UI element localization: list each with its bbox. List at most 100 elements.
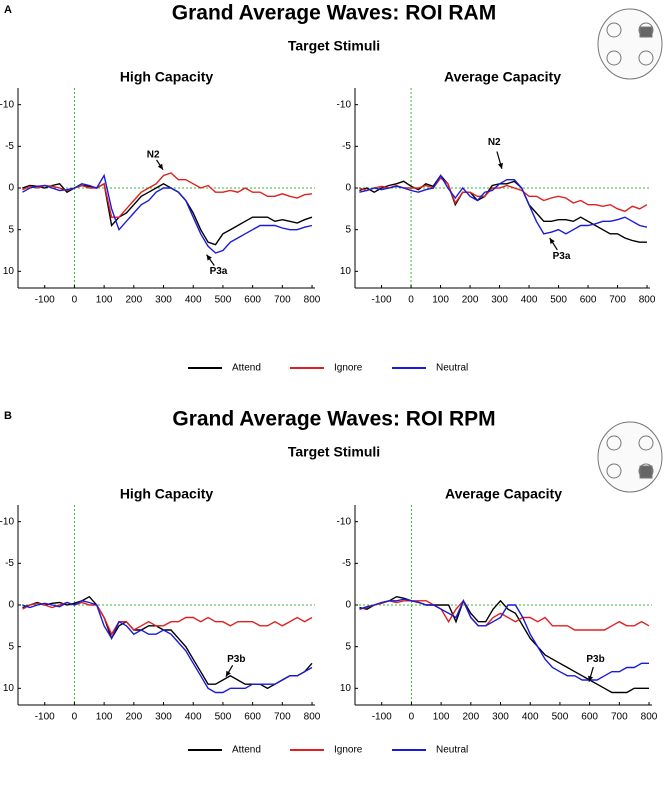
x-tick-label: 100 [96,295,113,306]
panel-subtitle: Target Stimuli [288,38,380,54]
y-tick-label: 0 [8,183,14,194]
series-line [22,600,313,694]
x-tick-label: 400 [522,712,539,723]
arrow-head [225,670,231,677]
series-line [22,172,313,218]
x-tick-label: 0 [72,295,78,306]
x-tick-label: -100 [35,295,55,306]
x-tick-label: 800 [639,295,656,306]
y-tick-label: 0 [345,600,351,611]
legend-label: Attend [232,363,261,374]
x-tick-label: 600 [244,712,261,723]
legend-label: Ignore [334,745,363,756]
head-icon [597,8,663,493]
x-tick-label: 700 [274,295,291,306]
panel-label: A [4,4,12,16]
annotation: P3b [586,654,604,665]
panel-label: B [4,410,12,422]
panel-subtitle: Target Stimuli [288,444,380,460]
y-tick-label: -10 [337,516,352,527]
x-tick-label: 400 [521,295,538,306]
x-tick-label: 700 [274,712,291,723]
x-tick-label: 500 [215,295,232,306]
x-tick-label: 500 [552,712,569,723]
y-tick-label: 5 [345,641,351,652]
y-tick-label: 5 [8,641,14,652]
series-line [359,599,650,631]
y-tick-label: 5 [8,224,14,235]
x-tick-label: -100 [372,712,392,723]
y-tick-label: 0 [345,183,351,194]
annotation: P3a [210,266,228,277]
chart-title: Average Capacity [445,486,562,502]
x-tick-label: 300 [491,295,508,306]
x-tick-label: 200 [462,295,479,306]
series-line [22,173,313,254]
y-tick-label: -10 [0,99,14,110]
series-line [22,182,313,246]
x-tick-label: 800 [641,712,658,723]
series-line [359,174,647,243]
legend-label: Neutral [436,363,468,374]
x-tick-label: 0 [409,712,415,723]
y-tick-label: 10 [340,683,352,694]
y-tick-label: 10 [3,266,15,277]
series-line [22,595,313,690]
x-tick-label: 600 [581,712,598,723]
x-tick-label: 600 [580,295,597,306]
x-tick-label: 0 [72,712,78,723]
x-tick-label: 500 [550,295,567,306]
annotation: N2 [488,137,501,148]
series-line [359,598,649,681]
x-tick-label: 400 [185,712,202,723]
x-tick-label: 200 [462,712,479,723]
y-tick-label: 10 [3,683,15,694]
annotation: P3b [227,654,245,665]
x-tick-label: -100 [35,712,55,723]
arrow-head [588,675,594,682]
arrow-head [549,238,555,244]
x-tick-label: 800 [304,295,321,306]
y-tick-label: -5 [5,141,14,152]
legend-label: Neutral [436,745,468,756]
y-tick-label: 10 [340,266,352,277]
arrow-head [206,254,212,261]
arrow-head [497,162,503,169]
x-tick-label: 800 [304,712,321,723]
x-tick-label: 600 [244,295,261,306]
legend-label: Attend [232,745,261,756]
x-tick-label: 200 [125,712,142,723]
legend-label: Ignore [334,363,363,374]
x-tick-label: 500 [215,712,232,723]
y-tick-label: -5 [342,558,351,569]
x-tick-label: 200 [125,295,142,306]
x-tick-label: -100 [372,295,392,306]
x-tick-label: 100 [432,295,449,306]
x-tick-label: 100 [96,712,113,723]
y-tick-label: -5 [342,141,351,152]
x-tick-label: 100 [433,712,450,723]
annotation: N2 [147,149,160,160]
y-tick-label: 5 [345,224,351,235]
y-tick-label: 0 [8,600,14,611]
y-tick-label: -5 [5,558,14,569]
x-tick-label: 300 [492,712,509,723]
arrow-head [157,163,163,170]
x-tick-label: 700 [611,712,628,723]
panel-title: Grand Average Waves: ROI RAM [172,2,496,25]
x-tick-label: 300 [155,295,172,306]
x-tick-label: 700 [609,295,626,306]
y-tick-label: -10 [0,516,14,527]
x-tick-label: 0 [408,295,414,306]
series-line [359,174,648,235]
x-tick-label: 400 [185,295,202,306]
series-line [359,177,648,213]
panel-title: Grand Average Waves: ROI RPM [172,408,495,431]
chart-title: High Capacity [120,69,214,85]
x-tick-label: 300 [155,712,172,723]
chart-title: Average Capacity [444,69,561,85]
chart-title: High Capacity [120,486,214,502]
y-tick-label: -10 [337,99,352,110]
annotation: P3a [553,251,571,262]
